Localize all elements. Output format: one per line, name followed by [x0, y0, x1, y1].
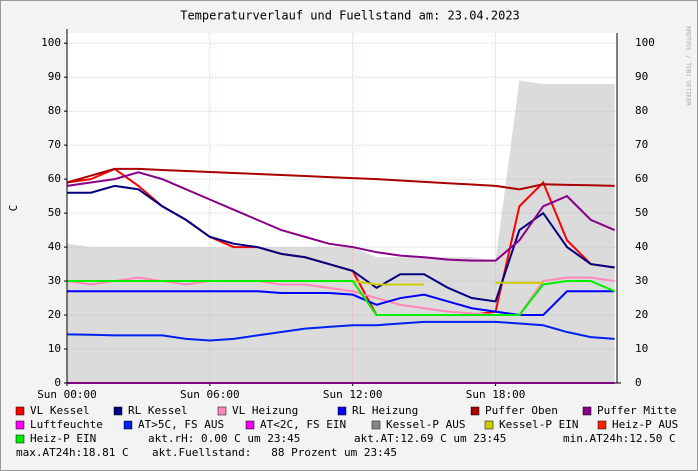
y2-tick-label: 50	[635, 206, 648, 219]
legend-label: Heiz-P AUS	[612, 418, 678, 431]
y-tick-label: 80	[48, 104, 61, 117]
y2-tick-label: 100	[635, 36, 655, 49]
legend-label: Puffer Oben	[485, 404, 558, 417]
footer-text: akt.Fuellstand: 88 Prozent um 23:45	[152, 446, 397, 459]
legend-swatch	[470, 406, 480, 416]
y-tick-label: 30	[48, 274, 61, 287]
x-tick-label: Sun 00:00	[37, 388, 97, 401]
x-tick-label: Sun 12:00	[323, 388, 383, 401]
y-tick-label: 40	[48, 240, 61, 253]
legend-label: AT<2C, FS EIN	[260, 418, 346, 431]
legend-label: Heiz-P EIN	[30, 432, 96, 445]
footer-text: akt.AT:12.69 C um 23:45	[354, 432, 506, 445]
legend-swatch	[484, 420, 494, 430]
y2-tick-label: 0	[635, 376, 642, 389]
legend-label: RL Heizung	[352, 404, 418, 417]
y2-tick-label: 80	[635, 104, 648, 117]
y-tick-label: 90	[48, 70, 61, 83]
line	[66, 171, 616, 262]
footer-text: akt.rH: 0.00 C um 23:45	[148, 432, 300, 445]
y2-tick-label: 20	[635, 308, 648, 321]
legend-swatch	[15, 406, 25, 416]
y-tick-label: 20	[48, 308, 61, 321]
y2-tick-label: 40	[635, 240, 648, 253]
y-axis-label: C	[7, 205, 20, 212]
legend-label: AT>5C, FS AUS	[138, 418, 224, 431]
legend-swatch	[15, 434, 25, 444]
y-tick-label: 0	[54, 376, 61, 389]
chart-title: Temperaturverlauf und Fuellstand am: 23.…	[180, 9, 520, 23]
y2-tick-label: 30	[635, 274, 648, 287]
y2-tick-label: 90	[635, 70, 648, 83]
legend-label: Puffer Mitte	[597, 404, 676, 417]
legend-swatch	[113, 406, 123, 416]
x-tick-label: Sun 06:00	[180, 388, 240, 401]
legend-swatch	[123, 420, 133, 430]
side-label: RRDTOOL / TOBI OETIKER	[685, 26, 692, 106]
legend-label: Luftfeuchte	[30, 418, 103, 431]
legend-swatch	[217, 406, 227, 416]
legend-swatch	[582, 406, 592, 416]
y2-tick-label: 70	[635, 138, 648, 151]
legend-label: Kessel-P EIN	[499, 418, 578, 431]
y2-tick-label: 60	[635, 172, 648, 185]
line	[67, 280, 616, 317]
line	[66, 167, 615, 191]
y-tick-label: 70	[48, 138, 61, 151]
legend-label: RL Kessel	[128, 404, 188, 417]
line	[66, 320, 615, 342]
legend-swatch	[245, 420, 255, 430]
footer-text: max.AT24h:18.81 C	[16, 446, 129, 459]
legend-swatch	[15, 420, 25, 430]
legend-swatch	[371, 420, 381, 430]
legend-swatch	[597, 420, 607, 430]
legend-label: VL Kessel	[30, 404, 90, 417]
line	[67, 290, 615, 317]
y-tick-label: 100	[41, 36, 61, 49]
y-tick-label: 10	[48, 342, 61, 355]
footer-text: min.AT24h:12.50 C	[563, 432, 676, 445]
area	[67, 80, 615, 383]
y-tick-label: 50	[48, 206, 61, 219]
y2-tick-label: 10	[635, 342, 648, 355]
legend-label: Kessel-P AUS	[386, 418, 465, 431]
y-tick-label: 60	[48, 172, 61, 185]
legend-label: VL Heizung	[232, 404, 298, 417]
x-tick-label: Sun 18:00	[466, 388, 526, 401]
line	[67, 184, 615, 303]
legend-swatch	[337, 406, 347, 416]
